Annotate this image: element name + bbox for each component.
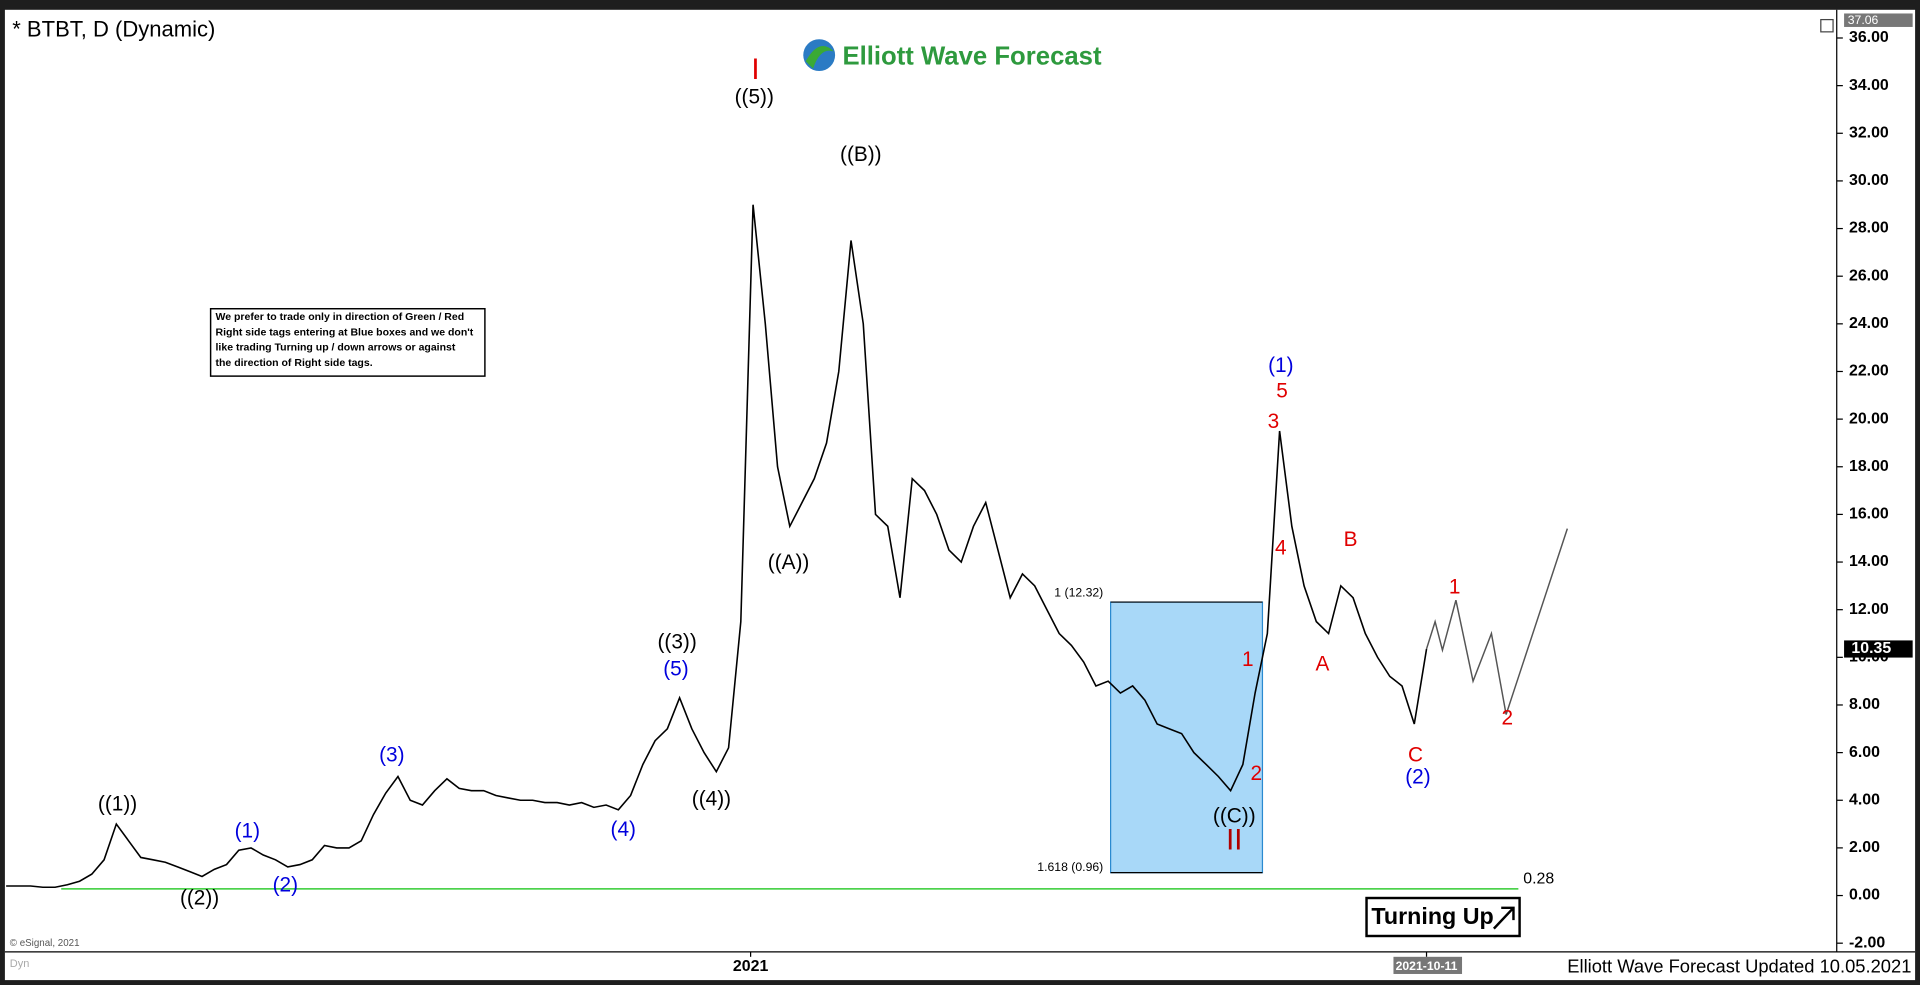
- logo: Elliott Wave Forecast: [803, 39, 1102, 72]
- y-tick-label: 12.00: [1849, 601, 1889, 618]
- wave-label: 2: [1502, 707, 1514, 730]
- y-tick-label: 30.00: [1849, 172, 1889, 189]
- wave-label: ((3)): [657, 631, 696, 654]
- wave-label: ((5)): [735, 86, 774, 109]
- wave-label: ((A)): [768, 551, 810, 574]
- y-tick-label: 18.00: [1849, 458, 1889, 475]
- wave-label: (3): [379, 743, 404, 766]
- wave-label: 2: [1251, 762, 1263, 785]
- footer-text: Elliott Wave Forecast Updated 10.05.2021: [1567, 956, 1911, 977]
- wave-label: ((1)): [98, 792, 137, 815]
- wave-label: (4): [611, 818, 636, 841]
- y-max-box: [1844, 13, 1913, 27]
- y-tick-label: 16.00: [1849, 506, 1889, 523]
- wave-label: B: [1344, 528, 1358, 551]
- y-tick-label: 2.00: [1849, 839, 1880, 856]
- y-tick-label: 6.00: [1849, 744, 1880, 761]
- wave-label: (1): [235, 819, 260, 842]
- x-tick-highlight: [1393, 956, 1463, 974]
- last-price-label: 10.35: [1851, 640, 1891, 657]
- wave-label: A: [1316, 653, 1330, 676]
- wave-label: ((4)): [692, 788, 731, 811]
- note-box: [209, 307, 486, 377]
- fib-top-label: 1 (12.32): [1054, 586, 1103, 600]
- y-tick-label: 34.00: [1849, 77, 1889, 94]
- note-line: the direction of Right side tags.: [216, 357, 373, 369]
- level-label: 0.28: [1523, 870, 1554, 887]
- y-tick-label: 28.00: [1849, 220, 1889, 237]
- y-tick-label: 26.00: [1849, 267, 1889, 284]
- y-max-label: 37.06: [1848, 13, 1879, 27]
- note-line: like trading Turning up / down arrows or…: [216, 342, 456, 354]
- last-price-tag: [1844, 640, 1913, 658]
- y-tick-label: 24.00: [1849, 315, 1889, 332]
- note-line: We prefer to trade only in direction of …: [216, 311, 465, 323]
- wave-label: ((B)): [840, 143, 882, 166]
- wave-label: 1: [1242, 648, 1254, 671]
- wave-label: 1: [1449, 576, 1461, 599]
- fib-bottom-label: 1.618 (0.96): [1037, 860, 1103, 874]
- wave-label: I: [751, 53, 759, 86]
- signal-text: Turning Up: [1371, 903, 1493, 929]
- wave-label: (2): [1405, 765, 1430, 788]
- wave-label: 4: [1275, 536, 1287, 559]
- mode-text: Dyn: [10, 958, 30, 970]
- x-tick-label: 2021: [733, 958, 769, 975]
- projection-line: [1425, 528, 1569, 715]
- y-tick-label: 32.00: [1849, 124, 1889, 141]
- y-tick-label: 8.00: [1849, 696, 1880, 713]
- wave-label: ((C)): [1213, 805, 1256, 828]
- note-line: Right side tags entering at Blue boxes a…: [216, 326, 474, 338]
- wave-label: (1): [1268, 354, 1293, 377]
- source-text: © eSignal, 2021: [10, 938, 80, 949]
- x-tick-label: 2021-10-11: [1396, 959, 1458, 973]
- y-tick-label: 4.00: [1849, 791, 1880, 808]
- logo-leaf: [805, 45, 834, 69]
- y-tick-label: 22.00: [1849, 363, 1889, 380]
- signal-arrow: [1492, 906, 1515, 930]
- price-line: [6, 204, 1428, 889]
- wave-label: 3: [1268, 410, 1280, 433]
- window-button[interactable]: [1820, 18, 1834, 33]
- wave-label: (5): [663, 658, 688, 681]
- logo-text: Elliott Wave Forecast: [842, 42, 1102, 70]
- wave-label: C: [1408, 743, 1423, 766]
- wave-label: II: [1226, 823, 1242, 856]
- y-tick-label: 36.00: [1849, 29, 1889, 46]
- wave-label: ((2)): [180, 887, 219, 910]
- signal-box: [1365, 896, 1521, 938]
- chart-title: * BTBT, D (Dynamic): [12, 16, 215, 41]
- wave-label: (2): [273, 873, 298, 896]
- y-tick-label: -2.00: [1849, 934, 1885, 951]
- chart-background: [4, 9, 1916, 981]
- wave-label: 5: [1276, 380, 1288, 403]
- y-tick-label: 0.00: [1849, 887, 1880, 904]
- y-tick-label: 14.00: [1849, 553, 1889, 570]
- y-tick-label: 20.00: [1849, 410, 1889, 427]
